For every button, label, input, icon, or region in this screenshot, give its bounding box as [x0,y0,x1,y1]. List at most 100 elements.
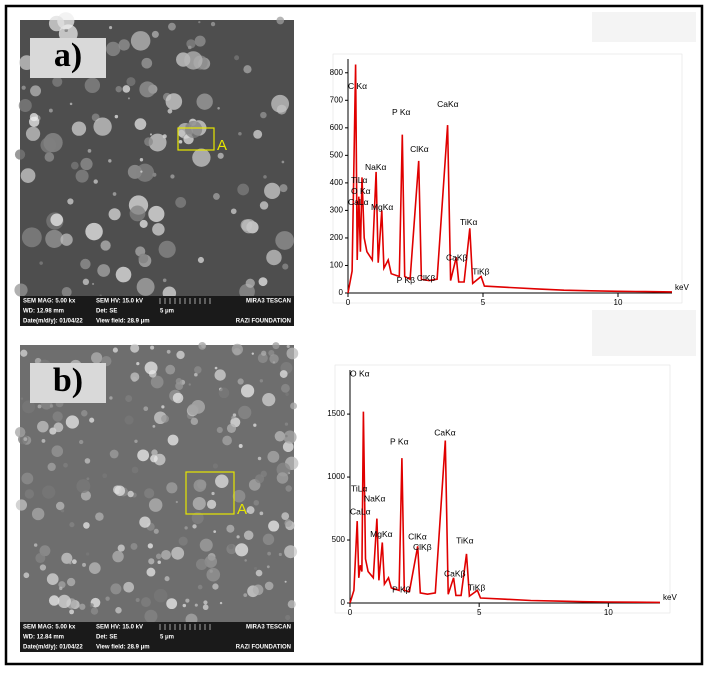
sem-texture [266,565,270,569]
sem-texture [92,282,95,286]
sem-texture [285,392,289,396]
sem-texture [238,131,242,136]
sem-texture [105,596,110,601]
sem-texture [238,405,252,420]
sem-texture [114,485,126,497]
peak-label: P Kβ [392,584,411,594]
sem-texture [108,208,121,221]
peak-label: CaKβ [444,568,466,578]
sem-texture [144,361,158,375]
sem-texture [206,499,217,509]
sem-texture [215,474,229,488]
info-text: 5 μm [160,309,174,315]
sem-texture [87,149,92,153]
sem-texture [175,382,184,391]
sem-texture [24,489,35,499]
sem-texture [127,490,134,498]
sem-texture [130,31,151,51]
sem-texture [20,168,36,183]
sem-texture [197,584,203,590]
sem-texture [236,535,240,539]
sem-texture [152,424,156,428]
region-marker [185,471,235,515]
sem-texture [212,583,219,590]
sem-texture [75,169,89,183]
info-text: SEM MAG: 5.00 kx [23,299,76,305]
sem-texture [82,562,86,567]
sem-texture [80,157,93,171]
sem-texture [143,406,149,412]
sem-texture [25,126,41,141]
sem-texture [122,85,131,93]
sem-texture [178,139,183,144]
peak-label: ClKα [410,144,429,154]
sem-texture [218,387,230,399]
sem-texture [175,500,178,504]
sem-texture [178,536,188,546]
sem-texture [237,183,250,196]
x-tick-label: 5 [477,608,482,617]
sem-texture [112,550,124,563]
sem-texture [194,603,198,607]
info-text: SEM MAG: 5.00 kx [23,625,76,631]
sem-texture [167,108,173,114]
sem-texture [129,205,146,222]
sem-texture [214,369,226,381]
sem-texture [48,15,65,32]
sem-texture [21,472,34,485]
panel-label: b) [53,362,83,399]
sem-texture [151,30,159,38]
sem-texture [261,350,267,356]
sem-texture [213,530,217,534]
sem-texture [115,607,122,614]
sem-texture [262,393,276,407]
sem-texture [46,573,59,585]
sem-texture [52,411,63,422]
sem-texture [139,81,156,98]
sem-texture [157,560,161,565]
sem-texture [268,520,280,532]
sem-texture [131,466,139,474]
sem-texture [149,133,153,136]
sem-texture [69,561,72,565]
sem-texture [245,278,255,288]
info-text: RAZI FOUNDATION [236,319,291,325]
sem-texture [253,500,260,506]
sem-texture [124,415,134,425]
peak-label: NaKα [364,493,386,503]
sem-texture [148,133,167,152]
sem-texture [161,549,171,560]
sem-texture [109,449,119,459]
sem-texture [209,569,213,573]
sem-texture [269,354,279,364]
sem-texture [257,456,262,461]
sem-texture [231,416,235,420]
sem-texture [147,543,153,549]
sem-texture [278,552,282,557]
sem-texture [44,152,55,162]
sem-texture [14,149,26,160]
sem-texture [112,192,117,196]
sem-texture [78,439,84,445]
info-text: Date(m/d/y): 01/04/22 [23,319,83,325]
sem-texture [285,614,291,621]
sem-texture [171,546,185,560]
sem-texture [284,519,293,527]
sem-texture [97,264,111,277]
sem-texture [150,375,164,389]
sem-texture [216,426,223,434]
sem-texture [126,77,136,87]
sem-texture [48,595,60,606]
sem-texture [162,278,167,283]
info-text: MIRA3 TESCAN [246,625,291,631]
sem-texture [109,26,113,30]
y-tick-label: 600 [330,123,344,132]
peak-label: CaLα [348,197,369,207]
y-tick-label: 800 [330,68,344,77]
peak-label: P Kα [392,107,411,117]
sem-texture [47,462,56,472]
sem-texture [45,229,64,248]
sem-texture [76,479,91,494]
sem-texture [194,366,202,374]
peak-label: C Kα [348,81,367,91]
